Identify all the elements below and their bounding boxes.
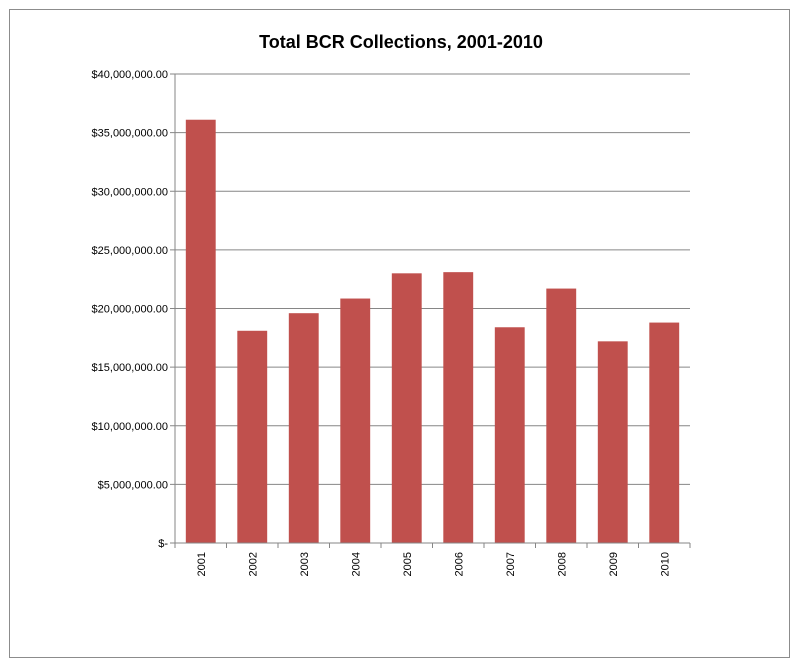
chart-title: Total BCR Collections, 2001-2010: [259, 32, 543, 52]
bar-2006: [443, 272, 474, 543]
axes: [170, 73, 691, 548]
bar-2010: [649, 322, 680, 543]
y-tick-label: $10,000,000.00: [92, 421, 168, 433]
bar-2001: [185, 119, 216, 543]
bar-2003: [288, 313, 319, 543]
bar-2009: [597, 341, 628, 543]
y-tick-label: $5,000,000.00: [98, 479, 168, 491]
bars: [185, 119, 680, 543]
y-tick-label: $-: [158, 538, 168, 550]
x-tick-label: 2010: [659, 552, 671, 576]
x-tick-label: 2008: [556, 552, 568, 576]
x-tick-label: 2004: [350, 552, 362, 576]
bar-2007: [494, 327, 525, 543]
y-tick-labels: $- $5,000,000.00 $10,000,000.00 $15,000,000…: [92, 69, 169, 550]
bar-chart: Total BCR Collections, 2001-2010 $- $5,00…: [92, 32, 691, 576]
x-tick-label: 2005: [402, 552, 414, 576]
y-tick-label: $30,000,000.00: [92, 186, 168, 198]
bar-2008: [546, 288, 577, 543]
y-tick-label: $25,000,000.00: [92, 245, 168, 257]
x-tick-label: 2009: [608, 552, 620, 576]
x-tick-label: 2007: [505, 552, 517, 576]
y-tick-label: $35,000,000.00: [92, 128, 168, 140]
chart-container: Total BCR Collections, 2001-2010 $- $5,00…: [9, 9, 790, 658]
x-tick-label: 2002: [247, 552, 259, 576]
x-tick-labels: 2001 2002 2003 2004 2005 2006 2007 2008 2009 2010: [196, 552, 672, 576]
y-tick-label: $20,000,000.00: [92, 304, 168, 316]
bar-2004: [340, 298, 371, 543]
bar-2002: [237, 330, 268, 543]
x-tick-label: 2006: [453, 552, 465, 576]
bar-2005: [391, 273, 422, 543]
x-tick-label: 2003: [299, 552, 311, 576]
y-tick-label: $40,000,000.00: [92, 69, 168, 81]
x-tick-label: 2001: [196, 552, 208, 576]
y-tick-label: $15,000,000.00: [92, 362, 168, 374]
